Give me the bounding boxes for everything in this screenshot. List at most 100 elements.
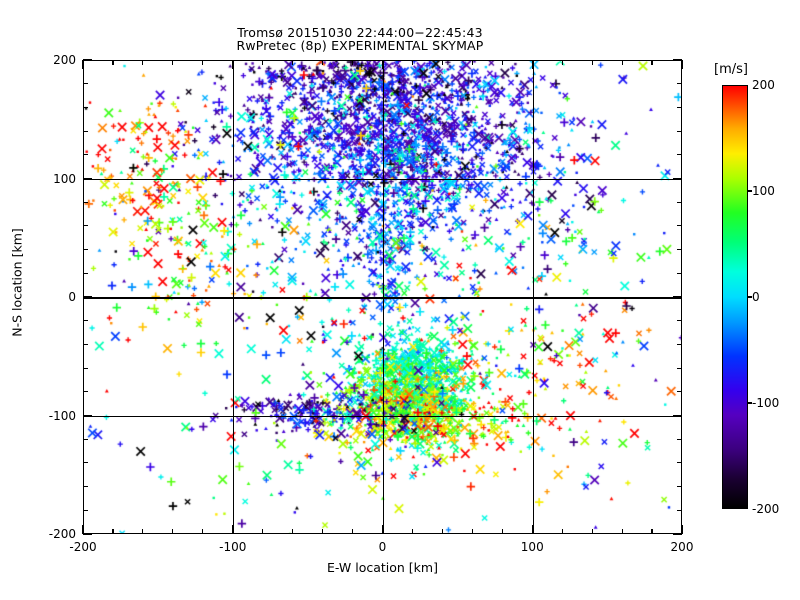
gridline-y--100 bbox=[84, 415, 681, 418]
x-tick-label-200: 200 bbox=[670, 540, 694, 554]
colorbar-label--100: -100 bbox=[752, 396, 780, 410]
x-tick-top-200 bbox=[681, 60, 683, 69]
y-tick-right--100 bbox=[673, 414, 682, 417]
x-tick-80 bbox=[501, 529, 503, 534]
x-tick-top-0 bbox=[381, 60, 384, 69]
x-tick-100 bbox=[531, 525, 533, 534]
y-tick-160 bbox=[83, 106, 88, 108]
y-tick-60 bbox=[83, 225, 88, 227]
x-tick-top--100 bbox=[232, 60, 234, 69]
colorbar-tick-0 bbox=[748, 296, 752, 298]
x-tick-top-60 bbox=[471, 60, 473, 65]
y-tick--160 bbox=[83, 486, 88, 488]
y-tick--40 bbox=[83, 343, 88, 345]
y-tick-right-160 bbox=[677, 106, 682, 108]
scatter-plot-canvas bbox=[84, 61, 681, 533]
y-tick-right-60 bbox=[677, 225, 682, 227]
x-tick-top-20 bbox=[411, 60, 414, 65]
x-tick-140 bbox=[591, 529, 593, 534]
colorbar-label-100: 100 bbox=[752, 184, 775, 198]
colorbar-tick--100 bbox=[748, 402, 752, 404]
x-tick--40 bbox=[322, 529, 324, 534]
x-tick--60 bbox=[292, 529, 294, 534]
x-tick--160 bbox=[142, 529, 144, 534]
y-tick-label--200: -200 bbox=[48, 527, 76, 541]
y-tick-120 bbox=[83, 154, 88, 156]
x-tick-top-120 bbox=[561, 60, 563, 65]
y-tick--20 bbox=[83, 320, 88, 322]
x-tick-200 bbox=[681, 525, 683, 534]
y-tick-right--160 bbox=[677, 486, 682, 488]
colorbar-unit-label: [m/s] bbox=[714, 62, 748, 77]
x-tick--20 bbox=[351, 529, 354, 534]
x-tick-label-100: 100 bbox=[520, 540, 544, 554]
x-tick-120 bbox=[561, 529, 563, 534]
y-tick--200 bbox=[83, 533, 92, 535]
y-tick-right-20 bbox=[677, 272, 682, 274]
x-tick-top-40 bbox=[441, 60, 443, 65]
y-tick-40 bbox=[83, 249, 88, 251]
y-tick-right--140 bbox=[677, 462, 682, 464]
y-tick-right--180 bbox=[677, 509, 682, 511]
x-tick--100 bbox=[232, 525, 234, 534]
y-tick-right--40 bbox=[677, 343, 682, 345]
x-tick-label--100: -100 bbox=[219, 540, 247, 554]
x-tick-40 bbox=[441, 529, 443, 534]
y-tick-right--80 bbox=[677, 391, 682, 393]
y-tick-label--100: -100 bbox=[48, 408, 76, 423]
x-tick-top--140 bbox=[172, 60, 174, 65]
y-tick--180 bbox=[83, 509, 88, 511]
y-tick--120 bbox=[83, 438, 88, 440]
x-tick--140 bbox=[172, 529, 174, 534]
y-tick-right-40 bbox=[677, 249, 682, 251]
colorbar-tick-100 bbox=[748, 190, 752, 192]
x-tick-160 bbox=[621, 529, 623, 534]
gridline-y-100 bbox=[84, 178, 681, 181]
plot-area bbox=[83, 60, 682, 534]
y-tick-right-120 bbox=[677, 154, 682, 156]
x-tick-top--200 bbox=[82, 60, 84, 69]
x-tick-top-140 bbox=[591, 60, 593, 65]
x-tick-top--120 bbox=[202, 60, 204, 65]
y-tick-right--20 bbox=[677, 320, 682, 322]
x-tick-top--60 bbox=[292, 60, 294, 65]
gridline-x-100 bbox=[532, 61, 534, 533]
y-tick-right-140 bbox=[677, 130, 682, 132]
x-tick-top--40 bbox=[322, 60, 324, 65]
colorbar bbox=[722, 85, 748, 509]
y-tick-20 bbox=[83, 272, 88, 274]
y-tick-label-100: 100 bbox=[53, 171, 76, 186]
x-tick--120 bbox=[202, 529, 204, 534]
y-tick--140 bbox=[83, 462, 88, 464]
x-tick-top-160 bbox=[621, 60, 623, 65]
y-tick-right--120 bbox=[677, 438, 682, 440]
y-tick-label-0: 0 bbox=[68, 290, 76, 304]
x-tick-label--200: -200 bbox=[69, 540, 97, 554]
y-tick-200 bbox=[83, 59, 92, 61]
y-tick--60 bbox=[83, 367, 88, 369]
x-tick-top--160 bbox=[142, 60, 144, 65]
title-line-2: RwPretec (8p) EXPERIMENTAL SKYMAP bbox=[236, 38, 484, 53]
x-tick-top--180 bbox=[112, 60, 114, 65]
colorbar-label-200: 200 bbox=[752, 78, 775, 92]
y-tick-80 bbox=[83, 201, 88, 203]
x-tick-60 bbox=[471, 529, 473, 534]
gridline-x--100 bbox=[233, 61, 235, 533]
x-tick-top--80 bbox=[262, 60, 264, 65]
colorbar-gradient bbox=[722, 85, 748, 509]
x-tick--200 bbox=[82, 525, 84, 534]
title-line-1: Tromsø 20151030 22:44:00−22:45:43 bbox=[237, 25, 483, 40]
y-tick-140 bbox=[83, 130, 88, 132]
colorbar-label-0: 0 bbox=[752, 290, 760, 304]
x-tick-20 bbox=[411, 529, 414, 534]
x-tick-top-180 bbox=[651, 60, 653, 65]
x-tick-180 bbox=[651, 529, 653, 534]
x-tick-top-80 bbox=[501, 60, 503, 65]
x-tick--80 bbox=[262, 529, 264, 534]
x-tick-label-0: 0 bbox=[378, 540, 387, 554]
plot-title: Tromsø 20151030 22:44:00−22:45:43 RwPret… bbox=[0, 26, 720, 52]
y-tick-right-100 bbox=[673, 177, 682, 180]
y-tick--80 bbox=[83, 391, 88, 393]
gridline-x-0 bbox=[382, 61, 385, 533]
